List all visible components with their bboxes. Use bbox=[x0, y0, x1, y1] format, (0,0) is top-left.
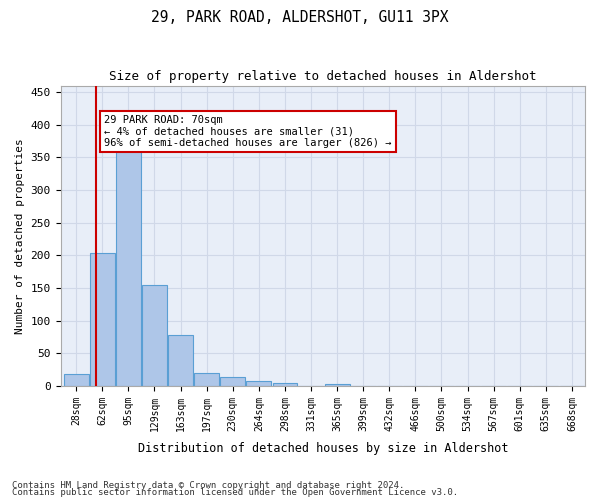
Bar bbox=[247, 382, 271, 386]
Text: 29, PARK ROAD, ALDERSHOT, GU11 3PX: 29, PARK ROAD, ALDERSHOT, GU11 3PX bbox=[151, 10, 449, 25]
Bar bbox=[272, 382, 298, 386]
Text: Contains public sector information licensed under the Open Government Licence v3: Contains public sector information licen… bbox=[12, 488, 458, 497]
Bar bbox=[325, 384, 350, 386]
Bar bbox=[220, 377, 245, 386]
X-axis label: Distribution of detached houses by size in Aldershot: Distribution of detached houses by size … bbox=[137, 442, 508, 455]
Bar bbox=[90, 252, 115, 386]
Text: Contains HM Land Registry data © Crown copyright and database right 2024.: Contains HM Land Registry data © Crown c… bbox=[12, 480, 404, 490]
Bar bbox=[116, 146, 141, 386]
Bar bbox=[142, 284, 167, 386]
Bar bbox=[194, 373, 219, 386]
Text: 29 PARK ROAD: 70sqm
← 4% of detached houses are smaller (31)
96% of semi-detache: 29 PARK ROAD: 70sqm ← 4% of detached hou… bbox=[104, 115, 392, 148]
Y-axis label: Number of detached properties: Number of detached properties bbox=[15, 138, 25, 334]
Bar bbox=[64, 374, 89, 386]
Title: Size of property relative to detached houses in Aldershot: Size of property relative to detached ho… bbox=[109, 70, 536, 83]
Bar bbox=[168, 335, 193, 386]
